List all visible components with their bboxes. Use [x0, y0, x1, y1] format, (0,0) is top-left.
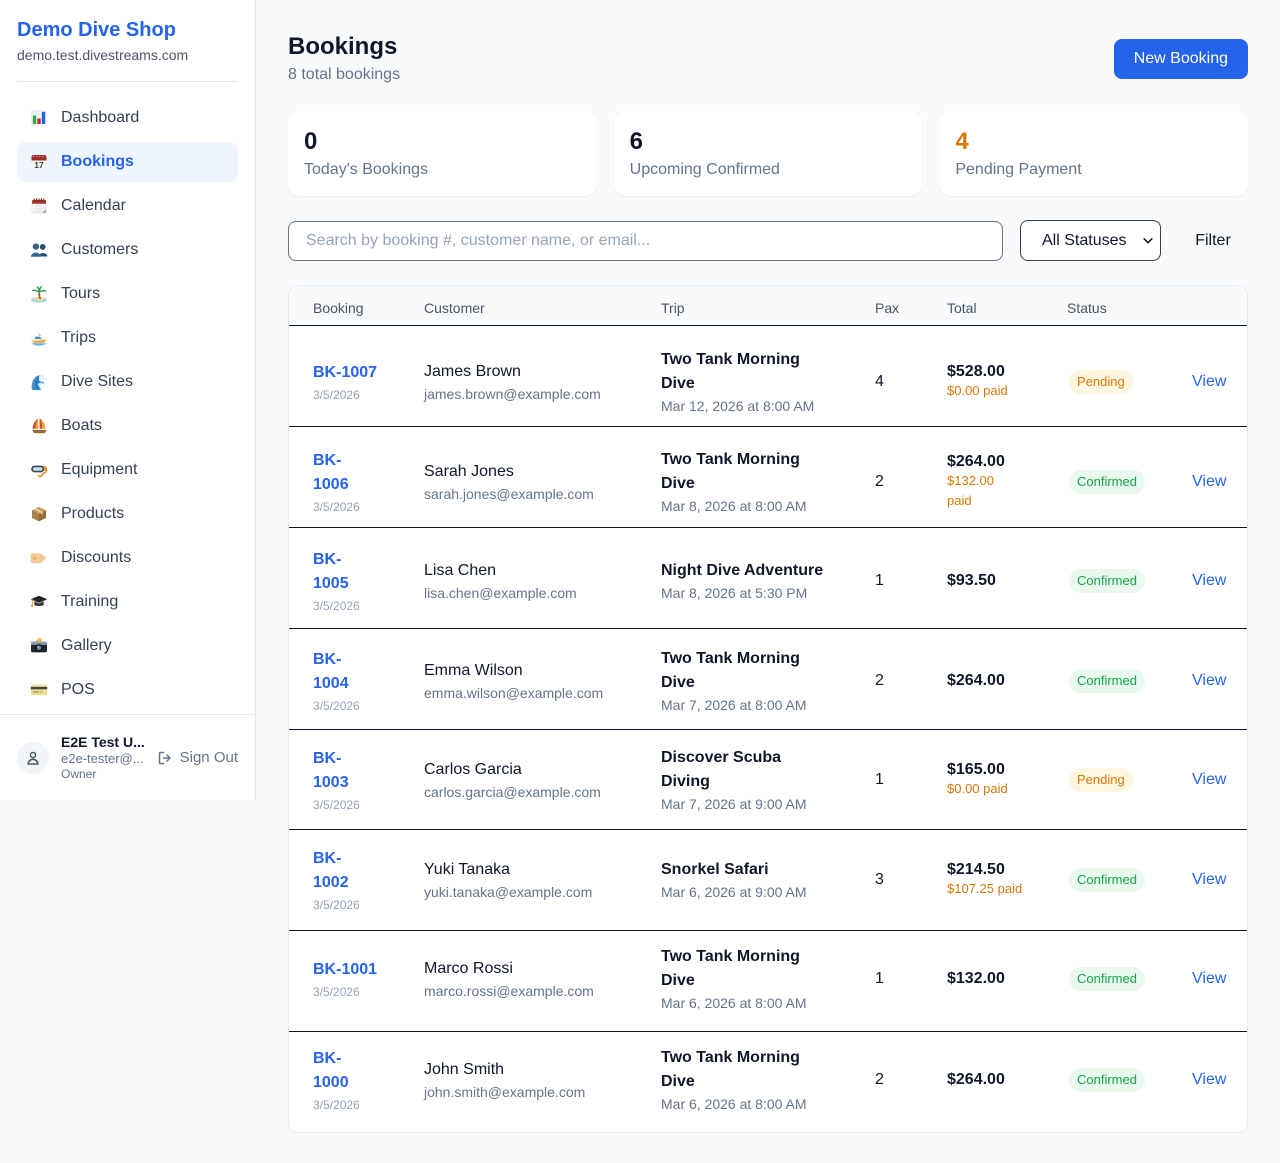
svg-text:17: 17: [34, 160, 44, 170]
